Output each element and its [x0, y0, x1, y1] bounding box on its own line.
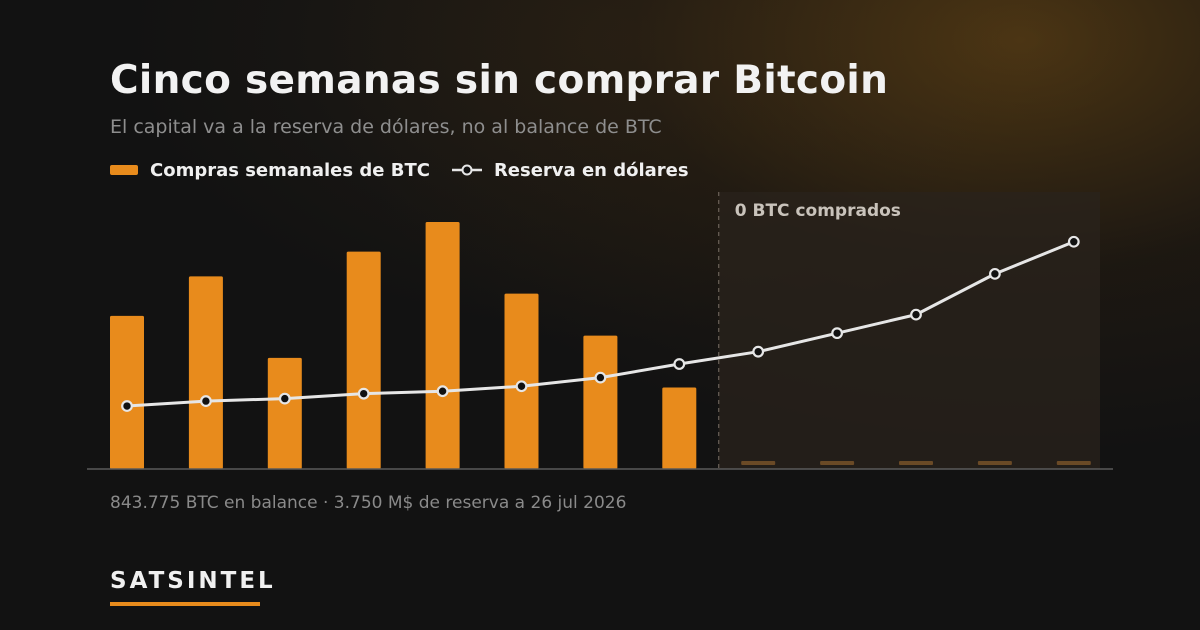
reserve-point-week-12	[989, 267, 1001, 280]
bar-zero-week-9	[741, 461, 776, 465]
bar-zero-week-12	[977, 461, 1012, 465]
bar-zero-week-13	[1056, 461, 1091, 465]
reserve-point-week-7	[594, 371, 607, 384]
bar-week-7	[583, 335, 618, 469]
legend-bars-label: Compras semanales de BTC	[150, 159, 430, 181]
bar-zero-week-10	[820, 461, 855, 465]
footnote: 843.775 BTC en balance · 3.750 M$ de res…	[110, 493, 627, 513]
bar-week-3	[267, 357, 302, 469]
bar-week-8	[662, 387, 697, 469]
chart-legend: Compras semanales de BTC Reserva en dóla…	[110, 158, 689, 182]
reserve-point-week-11	[910, 308, 922, 321]
legend-line-label: Reserva en dólares	[493, 159, 689, 181]
brand-logo: SATSINTEL	[110, 568, 276, 594]
bar-week-2	[188, 276, 223, 469]
legend-bar-swatch	[110, 165, 138, 175]
reserve-point-week-1	[121, 400, 133, 412]
reserve-point-week-9	[752, 345, 765, 358]
highlight-label: 0 BTC comprados	[735, 201, 901, 221]
reserve-point-week-10	[831, 327, 843, 340]
legend-item-line: Reserva en dólares	[430, 160, 689, 181]
highlight-region	[718, 192, 1100, 469]
bar-zero-week-11	[899, 461, 933, 465]
reserve-point-week-8	[673, 358, 686, 370]
reserve-point-week-3	[278, 392, 291, 405]
reserve-point-week-5	[436, 385, 449, 398]
bar-week-1	[110, 315, 144, 469]
legend-item-bars: Compras semanales de BTC	[110, 160, 430, 181]
brand-underline	[110, 602, 260, 606]
chart-title: Cinco semanas sin comprar Bitcoin	[110, 58, 889, 103]
reserve-point-week-13	[1067, 235, 1080, 248]
chart-subtitle: El capital va a la reserva de dólares, n…	[110, 116, 662, 138]
bar-week-4	[346, 251, 381, 469]
legend-line-swatch	[451, 164, 482, 176]
reserve-point-week-4	[357, 387, 370, 400]
bar-week-5	[425, 222, 460, 469]
reserve-point-week-6	[515, 380, 528, 393]
reserve-point-week-2	[199, 395, 212, 407]
